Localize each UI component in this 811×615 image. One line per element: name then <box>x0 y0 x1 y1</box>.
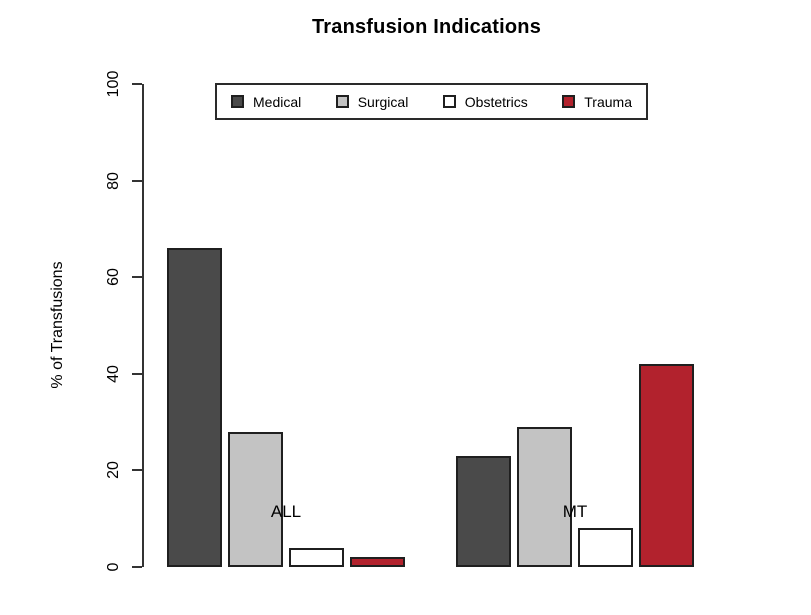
y-tick-mark <box>132 372 142 375</box>
chart-title: Transfusion Indications <box>311 16 542 38</box>
y-tick-mark <box>132 276 142 279</box>
y-tick-mark <box>132 83 142 85</box>
legend-label: Trauma <box>584 93 632 110</box>
bar-mt-obstetrics <box>578 528 633 567</box>
y-tick-label-text: 0 <box>105 562 122 572</box>
bar-all-trauma <box>350 557 405 567</box>
legend-item-trauma: Trauma <box>562 94 632 110</box>
x-category-label-mt: MT <box>562 502 588 521</box>
legend-swatch-surgical <box>335 95 349 108</box>
bar-mt-medical <box>456 455 511 567</box>
legend-swatch-obstetrics <box>442 95 456 108</box>
x-category-label-all: ALL <box>270 502 302 521</box>
bar-all-surgical <box>228 431 283 567</box>
bar-group-mt <box>456 84 694 567</box>
legend-swatch-trauma <box>562 95 576 108</box>
y-tick-label-text: 20 <box>105 461 122 480</box>
bar-mt-trauma <box>639 364 694 567</box>
y-tick-label-text: 100 <box>105 70 122 98</box>
y-tick-mark <box>132 179 142 182</box>
y-tick-label-text: 80 <box>105 171 122 190</box>
legend-label: Medical <box>253 93 302 110</box>
legend: Medical Surgical Obstetrics Trauma <box>215 83 648 120</box>
plot-area: 0 20 40 60 80 100 <box>105 71 704 571</box>
y-tick-mark <box>132 469 142 472</box>
bar-group-all <box>167 84 405 567</box>
y-axis-title-text: % of Transfusions <box>49 261 66 389</box>
legend-swatch-medical <box>231 95 244 108</box>
bar-all-obstetrics <box>289 547 344 567</box>
legend-item-surgical: Surgical <box>335 93 409 110</box>
legend-item-medical: Medical <box>231 94 301 110</box>
y-tick-label-text: 60 <box>105 268 122 287</box>
bar-mt-surgical <box>517 426 572 567</box>
legend-label: Surgical <box>357 93 409 110</box>
y-axis-line <box>142 84 144 567</box>
legend-item-obstetrics: Obstetrics <box>442 93 528 110</box>
y-tick-label-text: 40 <box>105 364 122 383</box>
y-tick-mark <box>132 566 142 568</box>
bar-all-medical <box>167 248 222 567</box>
legend-label: Obstetrics <box>464 93 528 110</box>
